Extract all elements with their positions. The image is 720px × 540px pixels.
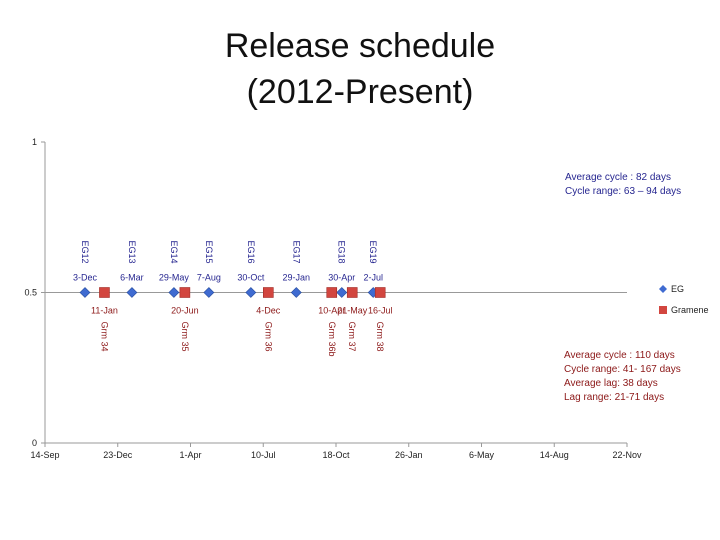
eg-release-point — [126, 287, 138, 298]
gramene-release-point — [346, 287, 358, 298]
x-tick-label: 23-Dec — [103, 450, 133, 460]
eg-release-point — [290, 287, 302, 298]
gramene-release-date: 11-Jan — [91, 306, 118, 316]
gramene-lag-range: Lag range: 21-71 days — [564, 392, 665, 403]
eg-release-date: 29-May — [159, 273, 190, 283]
gramene-statistics: Average cycle : 110 days Cycle range: 41… — [564, 349, 681, 405]
x-tick-label: 1-Apr — [179, 450, 201, 460]
eg-release-date: 7-Aug — [197, 273, 221, 283]
eg-release-name: EG12 — [80, 241, 90, 264]
eg-release-point — [79, 287, 91, 298]
x-tick-label: 14-Aug — [540, 450, 569, 460]
eg-release-name: EG19 — [368, 241, 378, 264]
x-tick-label: 18-Oct — [322, 450, 350, 460]
legend-gramene-label: Gramene — [671, 305, 709, 315]
eg-release-point — [168, 287, 180, 298]
chart-title-line-2: (2012-Present) — [246, 73, 474, 111]
eg-cycle-range: Cycle range: 63 – 94 days — [565, 186, 682, 197]
gramene-release-name: Grm 35 — [180, 322, 190, 352]
eg-release-point — [336, 287, 348, 298]
gramene-release-point — [326, 287, 338, 298]
gramene-average-lag: Average lag: 38 days — [564, 378, 658, 389]
gramene-release-name: Grm 34 — [99, 322, 109, 352]
eg-release-name: EG16 — [246, 241, 256, 264]
x-tick-label: 22-Nov — [612, 450, 642, 460]
eg-release-point — [245, 287, 257, 298]
x-tick-label: 6-May — [469, 450, 495, 460]
gramene-release-date: 20-Jun — [171, 306, 199, 316]
gramene-release-point — [99, 287, 110, 298]
gramene-release-point — [263, 287, 274, 298]
eg-release-name: EG17 — [291, 241, 301, 264]
gramene-release-name: Grm 38 — [375, 322, 385, 352]
gramene-average-cycle: Average cycle : 110 days — [564, 350, 675, 361]
legend-gramene-marker — [659, 306, 667, 314]
y-tick-label: 0 — [32, 438, 37, 448]
eg-statistics: Average cycle : 82 days Cycle range: 63 … — [565, 171, 681, 199]
eg-release-date: 3-Dec — [73, 273, 98, 283]
gramene-release-name: Grm 36 — [263, 322, 273, 352]
eg-release-date: 2-Jul — [363, 273, 383, 283]
gramene-release-name: Grm 37 — [347, 322, 357, 352]
eg-release-point — [203, 287, 215, 298]
gramene-release-date: 10-Apr — [318, 306, 345, 316]
gramene-release-date: 21-May — [337, 306, 368, 316]
eg-release-date: 30-Apr — [328, 273, 355, 283]
gramene-cycle-range: Cycle range: 41- 167 days — [564, 364, 681, 375]
eg-release-date: 30-Oct — [237, 273, 265, 283]
gramene-release-date: 16-Jul — [368, 306, 393, 316]
chart-title-line-1: Release schedule — [224, 27, 496, 65]
gramene-release-name: Grm 36b — [327, 322, 337, 357]
eg-release-name: EG14 — [169, 241, 179, 264]
eg-release-date: 29-Jan — [283, 273, 311, 283]
eg-average-cycle: Average cycle : 82 days — [565, 172, 671, 183]
gramene-release-point — [374, 287, 386, 298]
eg-release-name: EG13 — [127, 241, 137, 264]
x-tick-label: 26-Jan — [395, 450, 423, 460]
legend-eg-marker — [659, 285, 667, 293]
y-tick-label: 1 — [32, 137, 37, 147]
eg-release-name: EG15 — [204, 241, 214, 264]
gramene-release-date: 4-Dec — [256, 306, 281, 316]
x-tick-label: 10-Jul — [251, 450, 276, 460]
gramene-release-point — [179, 287, 191, 298]
eg-release-date: 6-Mar — [120, 273, 144, 283]
y-tick-label: 0.5 — [24, 288, 37, 298]
legend-eg-label: EG — [671, 284, 684, 294]
eg-release-name: EG18 — [337, 241, 347, 264]
x-tick-label: 14-Sep — [30, 450, 59, 460]
